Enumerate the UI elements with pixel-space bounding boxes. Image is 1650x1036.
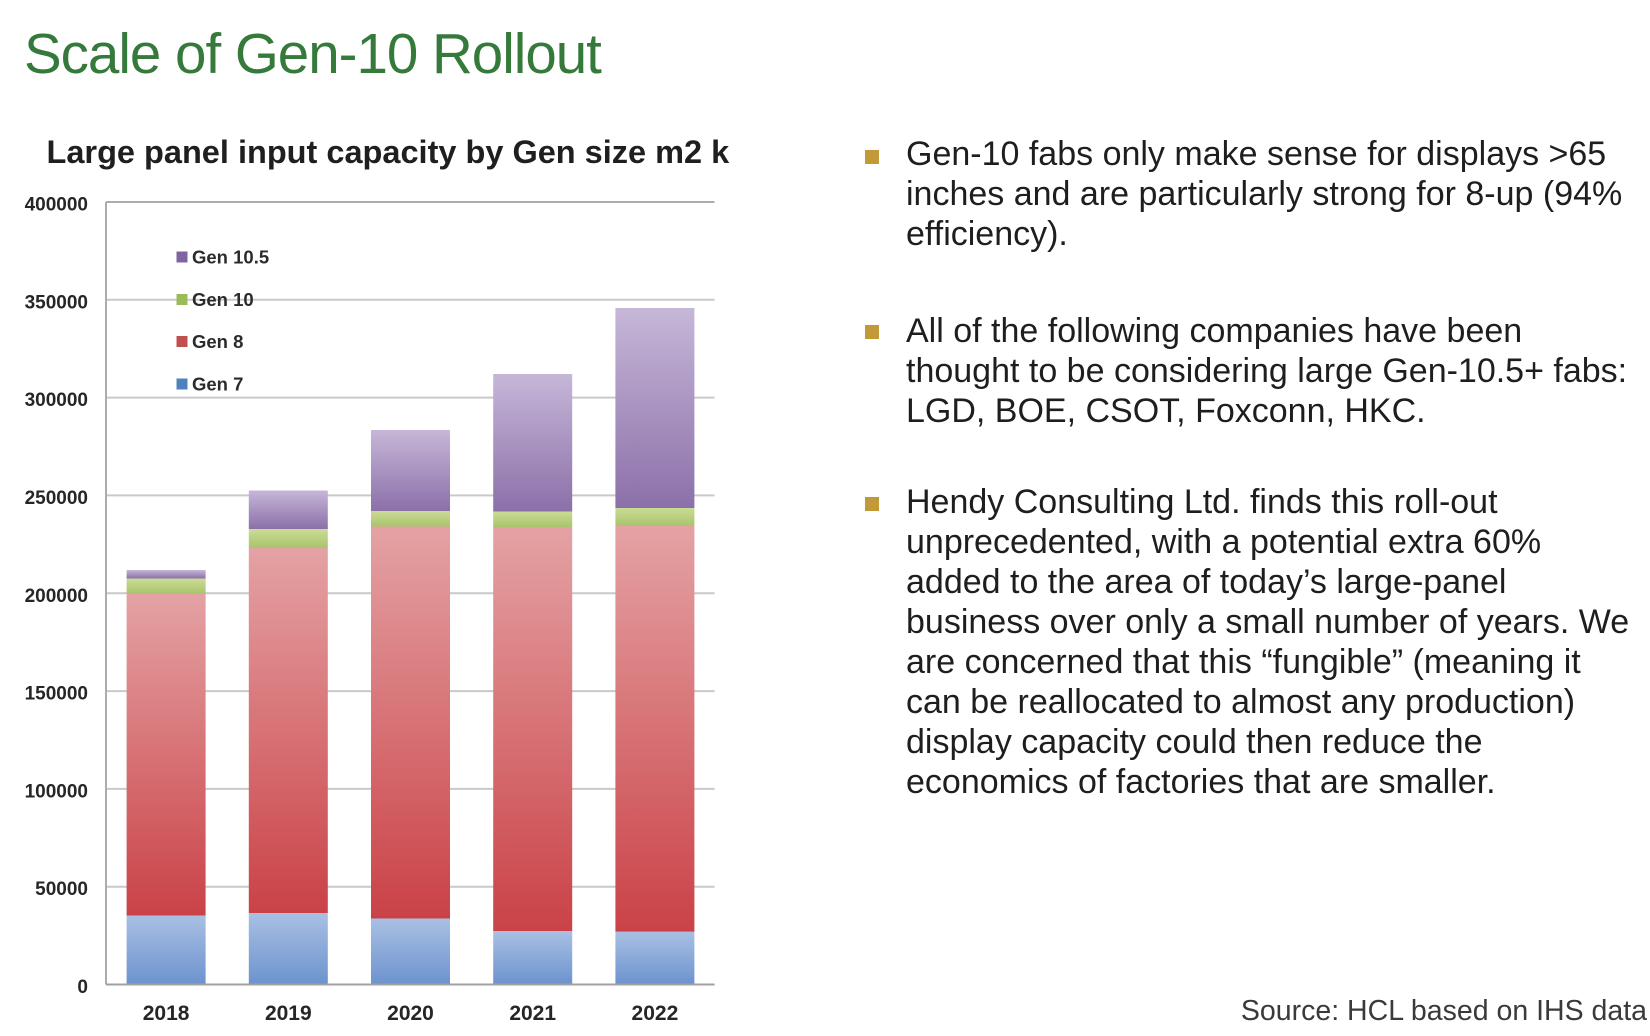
svg-text:2018: 2018 xyxy=(143,1002,190,1025)
svg-text:Gen 10.5: Gen 10.5 xyxy=(192,247,269,268)
svg-text:Gen 10: Gen 10 xyxy=(192,289,254,310)
svg-text:400000: 400000 xyxy=(25,195,88,216)
svg-text:350000: 350000 xyxy=(25,292,88,313)
svg-text:150000: 150000 xyxy=(25,684,88,705)
svg-text:300000: 300000 xyxy=(25,390,88,411)
svg-text:2020: 2020 xyxy=(387,1002,434,1025)
svg-text:200000: 200000 xyxy=(25,586,88,607)
svg-text:2021: 2021 xyxy=(509,1002,556,1025)
svg-text:50000: 50000 xyxy=(35,879,88,900)
svg-text:0: 0 xyxy=(77,977,88,998)
svg-text:2019: 2019 xyxy=(265,1002,312,1025)
svg-text:250000: 250000 xyxy=(25,488,88,509)
svg-text:2022: 2022 xyxy=(632,1002,679,1025)
svg-text:Gen 8: Gen 8 xyxy=(192,331,243,352)
svg-text:Gen 7: Gen 7 xyxy=(192,374,243,395)
svg-text:100000: 100000 xyxy=(25,781,88,802)
